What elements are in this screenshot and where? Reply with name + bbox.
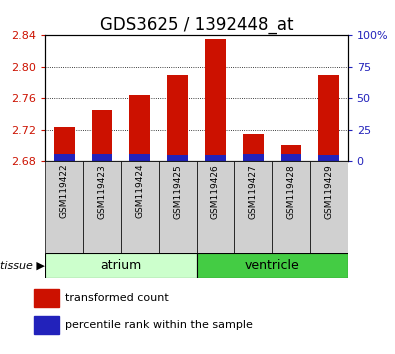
Bar (167, 155, 188, 161)
Bar (318, 75, 339, 161)
Text: GSM119427: GSM119427 (249, 164, 258, 218)
Bar (45, 161, 83, 253)
Bar (197, 161, 234, 253)
Text: GSM119429: GSM119429 (324, 164, 333, 218)
Text: transformed count: transformed count (66, 293, 169, 303)
Bar (54, 154, 75, 161)
Bar (197, 253, 348, 278)
Text: GSM119425: GSM119425 (173, 164, 182, 218)
Bar (92, 154, 113, 161)
Bar (121, 161, 159, 253)
Bar (92, 110, 113, 161)
Bar (34, 316, 59, 334)
Text: GSM119423: GSM119423 (98, 164, 107, 218)
Bar (272, 161, 310, 253)
Text: GSM119428: GSM119428 (286, 164, 295, 218)
Bar (83, 161, 121, 253)
Text: tissue ▶: tissue ▶ (0, 261, 45, 270)
Bar (159, 161, 197, 253)
Bar (318, 155, 339, 161)
Bar (280, 145, 301, 161)
Bar (205, 39, 226, 161)
Title: GDS3625 / 1392448_at: GDS3625 / 1392448_at (100, 16, 293, 34)
Bar (167, 75, 188, 161)
Text: GSM119424: GSM119424 (135, 164, 144, 218)
Text: GSM119422: GSM119422 (60, 164, 69, 218)
Bar (280, 154, 301, 161)
Bar (310, 161, 348, 253)
Bar (243, 154, 263, 161)
Bar (130, 95, 150, 161)
Text: ventricle: ventricle (245, 259, 299, 272)
Text: GSM119426: GSM119426 (211, 164, 220, 218)
Bar (45, 253, 197, 278)
Text: percentile rank within the sample: percentile rank within the sample (66, 320, 253, 330)
Bar (205, 155, 226, 161)
Bar (234, 161, 272, 253)
Text: atrium: atrium (100, 259, 141, 272)
Bar (130, 154, 150, 161)
Bar (243, 133, 263, 161)
Bar (54, 126, 75, 161)
Bar (34, 289, 59, 307)
